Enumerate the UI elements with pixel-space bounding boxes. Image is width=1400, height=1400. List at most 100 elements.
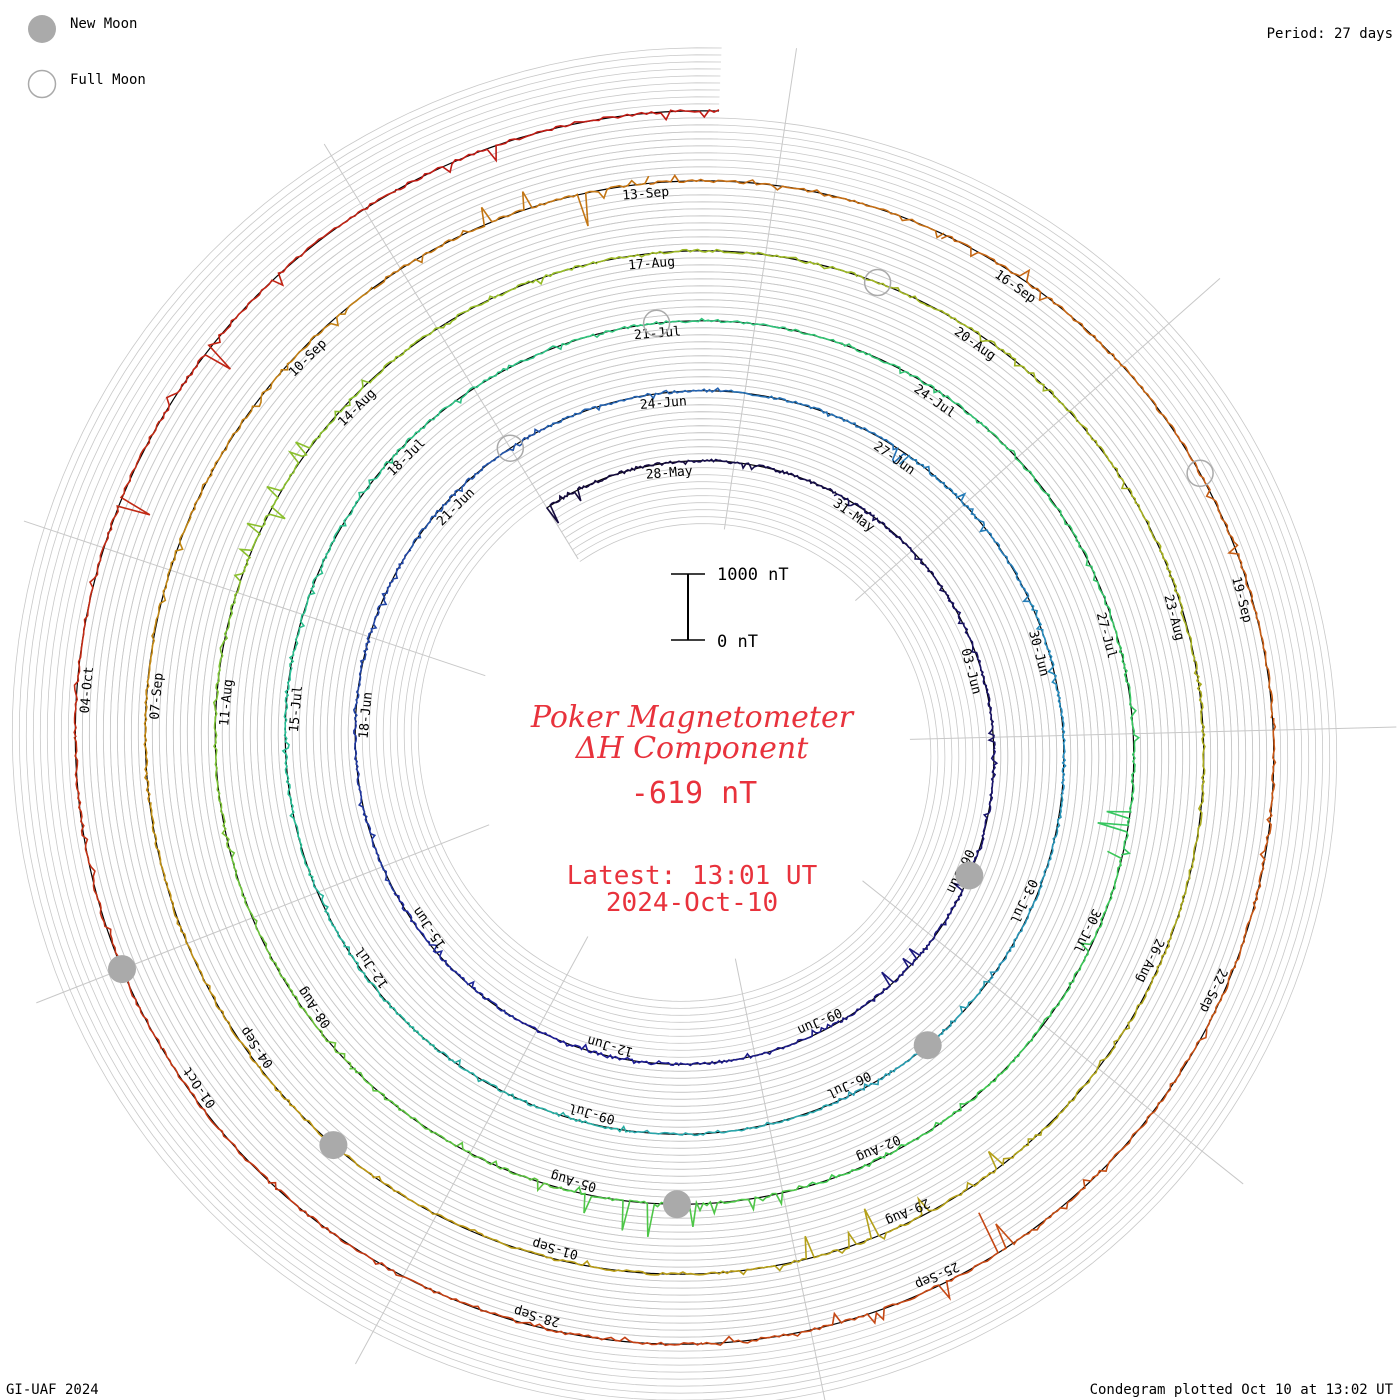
full-moon-marker xyxy=(496,434,525,462)
spiral-grid-line xyxy=(18,54,1331,1400)
trace-segment xyxy=(1014,930,1174,1155)
latest-date: 2024-Oct-10 xyxy=(606,888,778,918)
trace-segment xyxy=(806,1062,1012,1188)
legend: New Moon Full Moon xyxy=(27,15,146,99)
trace-segment xyxy=(701,1212,1000,1346)
trace-segment xyxy=(73,420,160,738)
full-moon-marker xyxy=(1186,459,1214,488)
date-label: 05-Aug xyxy=(549,1167,598,1194)
trace-segment xyxy=(258,1065,486,1238)
radial-spoke xyxy=(23,520,486,677)
trace-segment xyxy=(898,454,1031,603)
latest-time: Latest: 13:01 UT xyxy=(567,861,818,891)
trace-segment xyxy=(545,460,689,524)
date-label: 15-Jul xyxy=(287,685,306,733)
trace-segment xyxy=(149,802,260,1068)
full-moon-legend-label: Full Moon xyxy=(70,72,146,88)
date-label: 01-Oct xyxy=(180,1064,219,1111)
radial-spoke xyxy=(855,278,1221,602)
radial-spoke xyxy=(909,726,1397,740)
trace-segment xyxy=(995,1019,1211,1252)
trace-segment xyxy=(785,327,990,431)
moon-markers xyxy=(108,268,1214,1219)
date-label: 01-Sep xyxy=(530,1235,579,1262)
trace-segment xyxy=(649,174,945,239)
scale-bar: 1000 nT 0 nT xyxy=(671,565,789,652)
trace-segment xyxy=(1097,622,1141,856)
chart-title: Poker Magnetometer xyxy=(530,700,855,735)
date-label: 28-May xyxy=(645,464,693,483)
new-moon-marker xyxy=(319,1131,348,1160)
new-moon-legend-label: New Moon xyxy=(70,16,137,32)
trace-segment xyxy=(839,904,956,1024)
date-label: 03-Jun xyxy=(957,647,984,696)
trace-segment xyxy=(987,429,1114,623)
full-moon-marker xyxy=(863,268,892,297)
date-label: 07-Sep xyxy=(148,672,167,720)
spiral-grid-line xyxy=(53,89,1296,1366)
spiral-grid-line xyxy=(39,75,1310,1380)
new-moon-marker xyxy=(955,861,984,890)
trace-segment xyxy=(513,1017,679,1067)
trace-segment xyxy=(212,598,236,851)
scale-bar-top-label: 1000 nT xyxy=(717,565,789,585)
new-moon-marker xyxy=(108,955,136,984)
radial-spoke xyxy=(734,958,826,1400)
trace-segment xyxy=(1171,661,1206,931)
date-label: 13-Sep xyxy=(622,185,670,204)
trace-segment xyxy=(393,892,515,1019)
spiral-grid-line xyxy=(11,47,1338,1400)
radial-spoke xyxy=(862,880,1244,1185)
new-moon-legend-icon xyxy=(28,15,56,43)
trace-segment xyxy=(233,379,370,599)
trace-segment xyxy=(162,1047,394,1271)
trace-segment xyxy=(857,274,1078,423)
new-moon-marker xyxy=(663,1190,691,1219)
trace-segment xyxy=(189,286,373,517)
date-label: 31-May xyxy=(830,496,877,535)
date-label: 27-Jul xyxy=(1093,611,1120,660)
trace-segment xyxy=(143,516,192,803)
trace-segment xyxy=(628,1104,833,1137)
full-moon-legend-icon xyxy=(27,69,57,99)
radial-spoke xyxy=(355,936,589,1365)
period-label: Period: 27 days xyxy=(1267,26,1393,42)
trace-segment xyxy=(1028,601,1067,795)
trace-segment xyxy=(373,175,650,290)
trace-segment xyxy=(380,343,564,471)
date-label: 30-Jun xyxy=(1025,629,1052,678)
trace-segment xyxy=(677,1020,840,1067)
date-label: 21-Jul xyxy=(633,324,681,343)
radial-spokes xyxy=(23,48,1397,1400)
trace-segment xyxy=(312,879,438,1051)
credit-label: GI-UAF 2024 xyxy=(6,1382,99,1398)
spiral-grid-line xyxy=(67,103,1282,1352)
current-value: -619 nT xyxy=(631,776,757,811)
trace-segment xyxy=(545,387,729,429)
trace-segment xyxy=(1010,850,1123,1064)
spiral-grid-line xyxy=(25,61,1324,1394)
trace-segment xyxy=(392,1269,703,1347)
trace-segment xyxy=(947,597,996,750)
date-label: 11-Aug xyxy=(217,679,236,727)
date-label: 19-Sep xyxy=(1228,575,1255,624)
full-moon-marker xyxy=(642,309,671,338)
trace-segment xyxy=(159,190,397,422)
radial-spoke xyxy=(323,143,579,560)
trace-segment xyxy=(728,389,907,464)
date-label: 18-Jun xyxy=(357,691,376,739)
trace-segment xyxy=(940,234,1175,430)
date-label: 24-Jun xyxy=(639,394,687,413)
trace-segment xyxy=(229,849,352,1068)
spiral-grid-line xyxy=(46,82,1303,1373)
spiral-grid-line xyxy=(60,96,1289,1359)
trace-segment xyxy=(395,109,720,191)
date-label: 09-Jul xyxy=(567,1100,616,1127)
trace-segment xyxy=(1173,428,1274,719)
date-label: 17-Aug xyxy=(628,255,676,274)
trace-segment xyxy=(353,720,396,893)
trace-segment xyxy=(73,736,163,1050)
scale-bar-bottom-label: 0 nT xyxy=(717,632,758,652)
